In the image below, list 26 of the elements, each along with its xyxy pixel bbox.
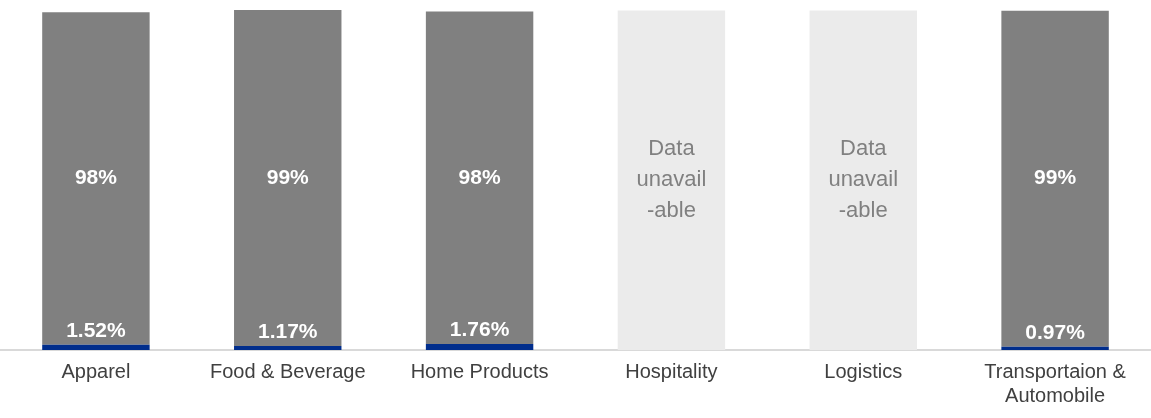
data-label: 98% — [74, 165, 118, 189]
data-label: 98% — [458, 164, 501, 188]
x-tick-label: Logistics — [824, 359, 903, 382]
bar — [42, 344, 150, 350]
data-label: Data unavail -able — [828, 135, 899, 223]
bar — [42, 12, 150, 345]
x-tick-label: Home Products — [410, 359, 549, 382]
x-tick-label: Transportaion & Automobile — [984, 359, 1127, 406]
data-label: 0.97% — [1025, 320, 1086, 343]
x-tick-label: Apparel — [61, 359, 131, 382]
x-tick-label: Hospitality — [625, 359, 718, 382]
data-label: 99% — [1034, 165, 1077, 189]
data-label: 1.17% — [257, 319, 318, 343]
bar — [234, 10, 342, 347]
data-label: 1.52% — [66, 318, 127, 342]
x-tick-label: Food & Beverage — [209, 359, 366, 382]
bar — [1001, 346, 1109, 350]
bar — [425, 344, 534, 350]
bar — [1001, 10, 1109, 347]
bar — [425, 11, 534, 345]
data-label: 1.76% — [449, 317, 510, 341]
bar — [617, 10, 726, 350]
data-label: 99% — [266, 164, 310, 188]
bar — [809, 10, 917, 350]
bar — [234, 346, 342, 350]
data-label: Data unavail -able — [636, 135, 707, 223]
